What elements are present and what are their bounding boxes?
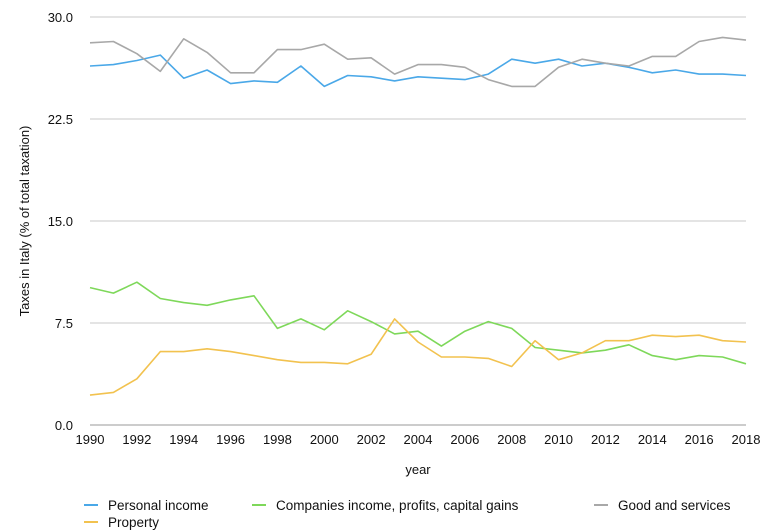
y-tick-label: 7.5 [55,316,73,331]
x-tick-label: 2016 [685,432,714,447]
legend-label: Property [108,515,159,530]
x-tick-label: 2018 [732,432,761,447]
legend-label: Good and services [618,498,731,513]
series-line-2 [89,36,747,88]
legend: Personal income Companies income, profits… [84,498,731,530]
y-axis-title: Taxes in Italy (% of total taxation) [17,126,32,317]
series-line-3 [89,318,747,396]
y-tick-label: 15.0 [48,214,73,229]
x-tick-label: 1992 [122,432,151,447]
legend-label: Companies income, profits, capital gains [276,498,519,513]
y-tick-label: 30.0 [48,10,73,25]
series-line-0 [89,54,747,88]
x-tick-label: 1994 [169,432,198,447]
series-lines [89,36,747,396]
x-tick-label: 2008 [497,432,526,447]
x-tick-label: 2012 [591,432,620,447]
x-tick-label: 2010 [544,432,573,447]
x-tick-label: 2006 [450,432,479,447]
x-tick-label: 1990 [76,432,105,447]
x-axis-ticks: 1990 1992 1994 1996 1998 2000 2002 2004 2006 2008… [76,432,761,447]
x-tick-label: 1996 [216,432,245,447]
series-line-1 [89,281,747,365]
x-tick-label: 2002 [357,432,386,447]
y-axis-ticks: 0.0 7.5 15.0 22.5 30.0 [48,10,73,433]
x-tick-label: 2014 [638,432,667,447]
x-tick-label: 2000 [310,432,339,447]
y-tick-label: 22.5 [48,112,73,127]
x-axis-title: year [405,462,431,477]
x-tick-label: 1998 [263,432,292,447]
grid-lines [90,16,746,426]
y-tick-label: 0.0 [55,418,73,433]
x-tick-label: 2004 [404,432,433,447]
legend-label: Personal income [108,498,209,513]
